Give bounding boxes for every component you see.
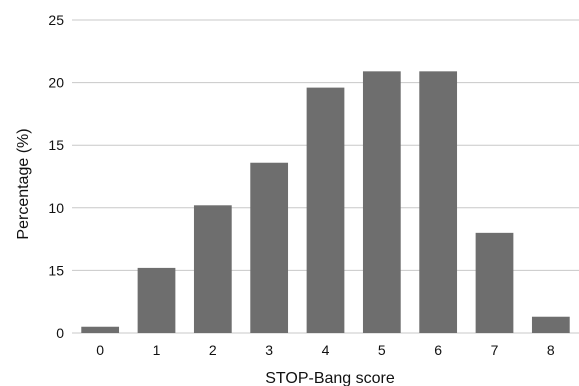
bar-6	[419, 71, 458, 333]
x-tick-label: 2	[209, 342, 217, 358]
x-tick-label: 4	[322, 342, 330, 358]
x-axis-title: STOP-Bang score	[265, 370, 395, 386]
bar-1	[137, 267, 176, 333]
bars	[81, 71, 570, 333]
bar-8	[531, 316, 570, 333]
x-tick-label: 6	[434, 342, 442, 358]
x-tick-label: 5	[378, 342, 386, 358]
y-tick-label: 0	[56, 325, 64, 341]
x-tick-label: 1	[153, 342, 161, 358]
x-tick-label: 7	[491, 342, 499, 358]
x-tick-label: 8	[547, 342, 555, 358]
y-tick-labels: 0 15 10 15 20 25	[48, 12, 64, 341]
bar-4	[306, 87, 345, 333]
bar-3	[250, 162, 289, 333]
y-tick-label: 20	[48, 75, 64, 91]
x-tick-label: 0	[96, 342, 104, 358]
y-tick-label: 15	[48, 137, 64, 153]
bar-7	[475, 232, 514, 333]
bar-0	[81, 326, 120, 333]
x-tick-label: 3	[265, 342, 273, 358]
y-tick-label: 10	[48, 200, 64, 216]
bar-2	[193, 205, 232, 333]
y-tick-label: 15	[48, 262, 64, 278]
y-axis-title: Percentage (%)	[15, 128, 32, 239]
x-tick-labels: 0 1 2 3 4 5 6 7 8	[96, 342, 555, 358]
bar-5	[362, 71, 401, 333]
y-tick-label: 25	[48, 12, 64, 28]
